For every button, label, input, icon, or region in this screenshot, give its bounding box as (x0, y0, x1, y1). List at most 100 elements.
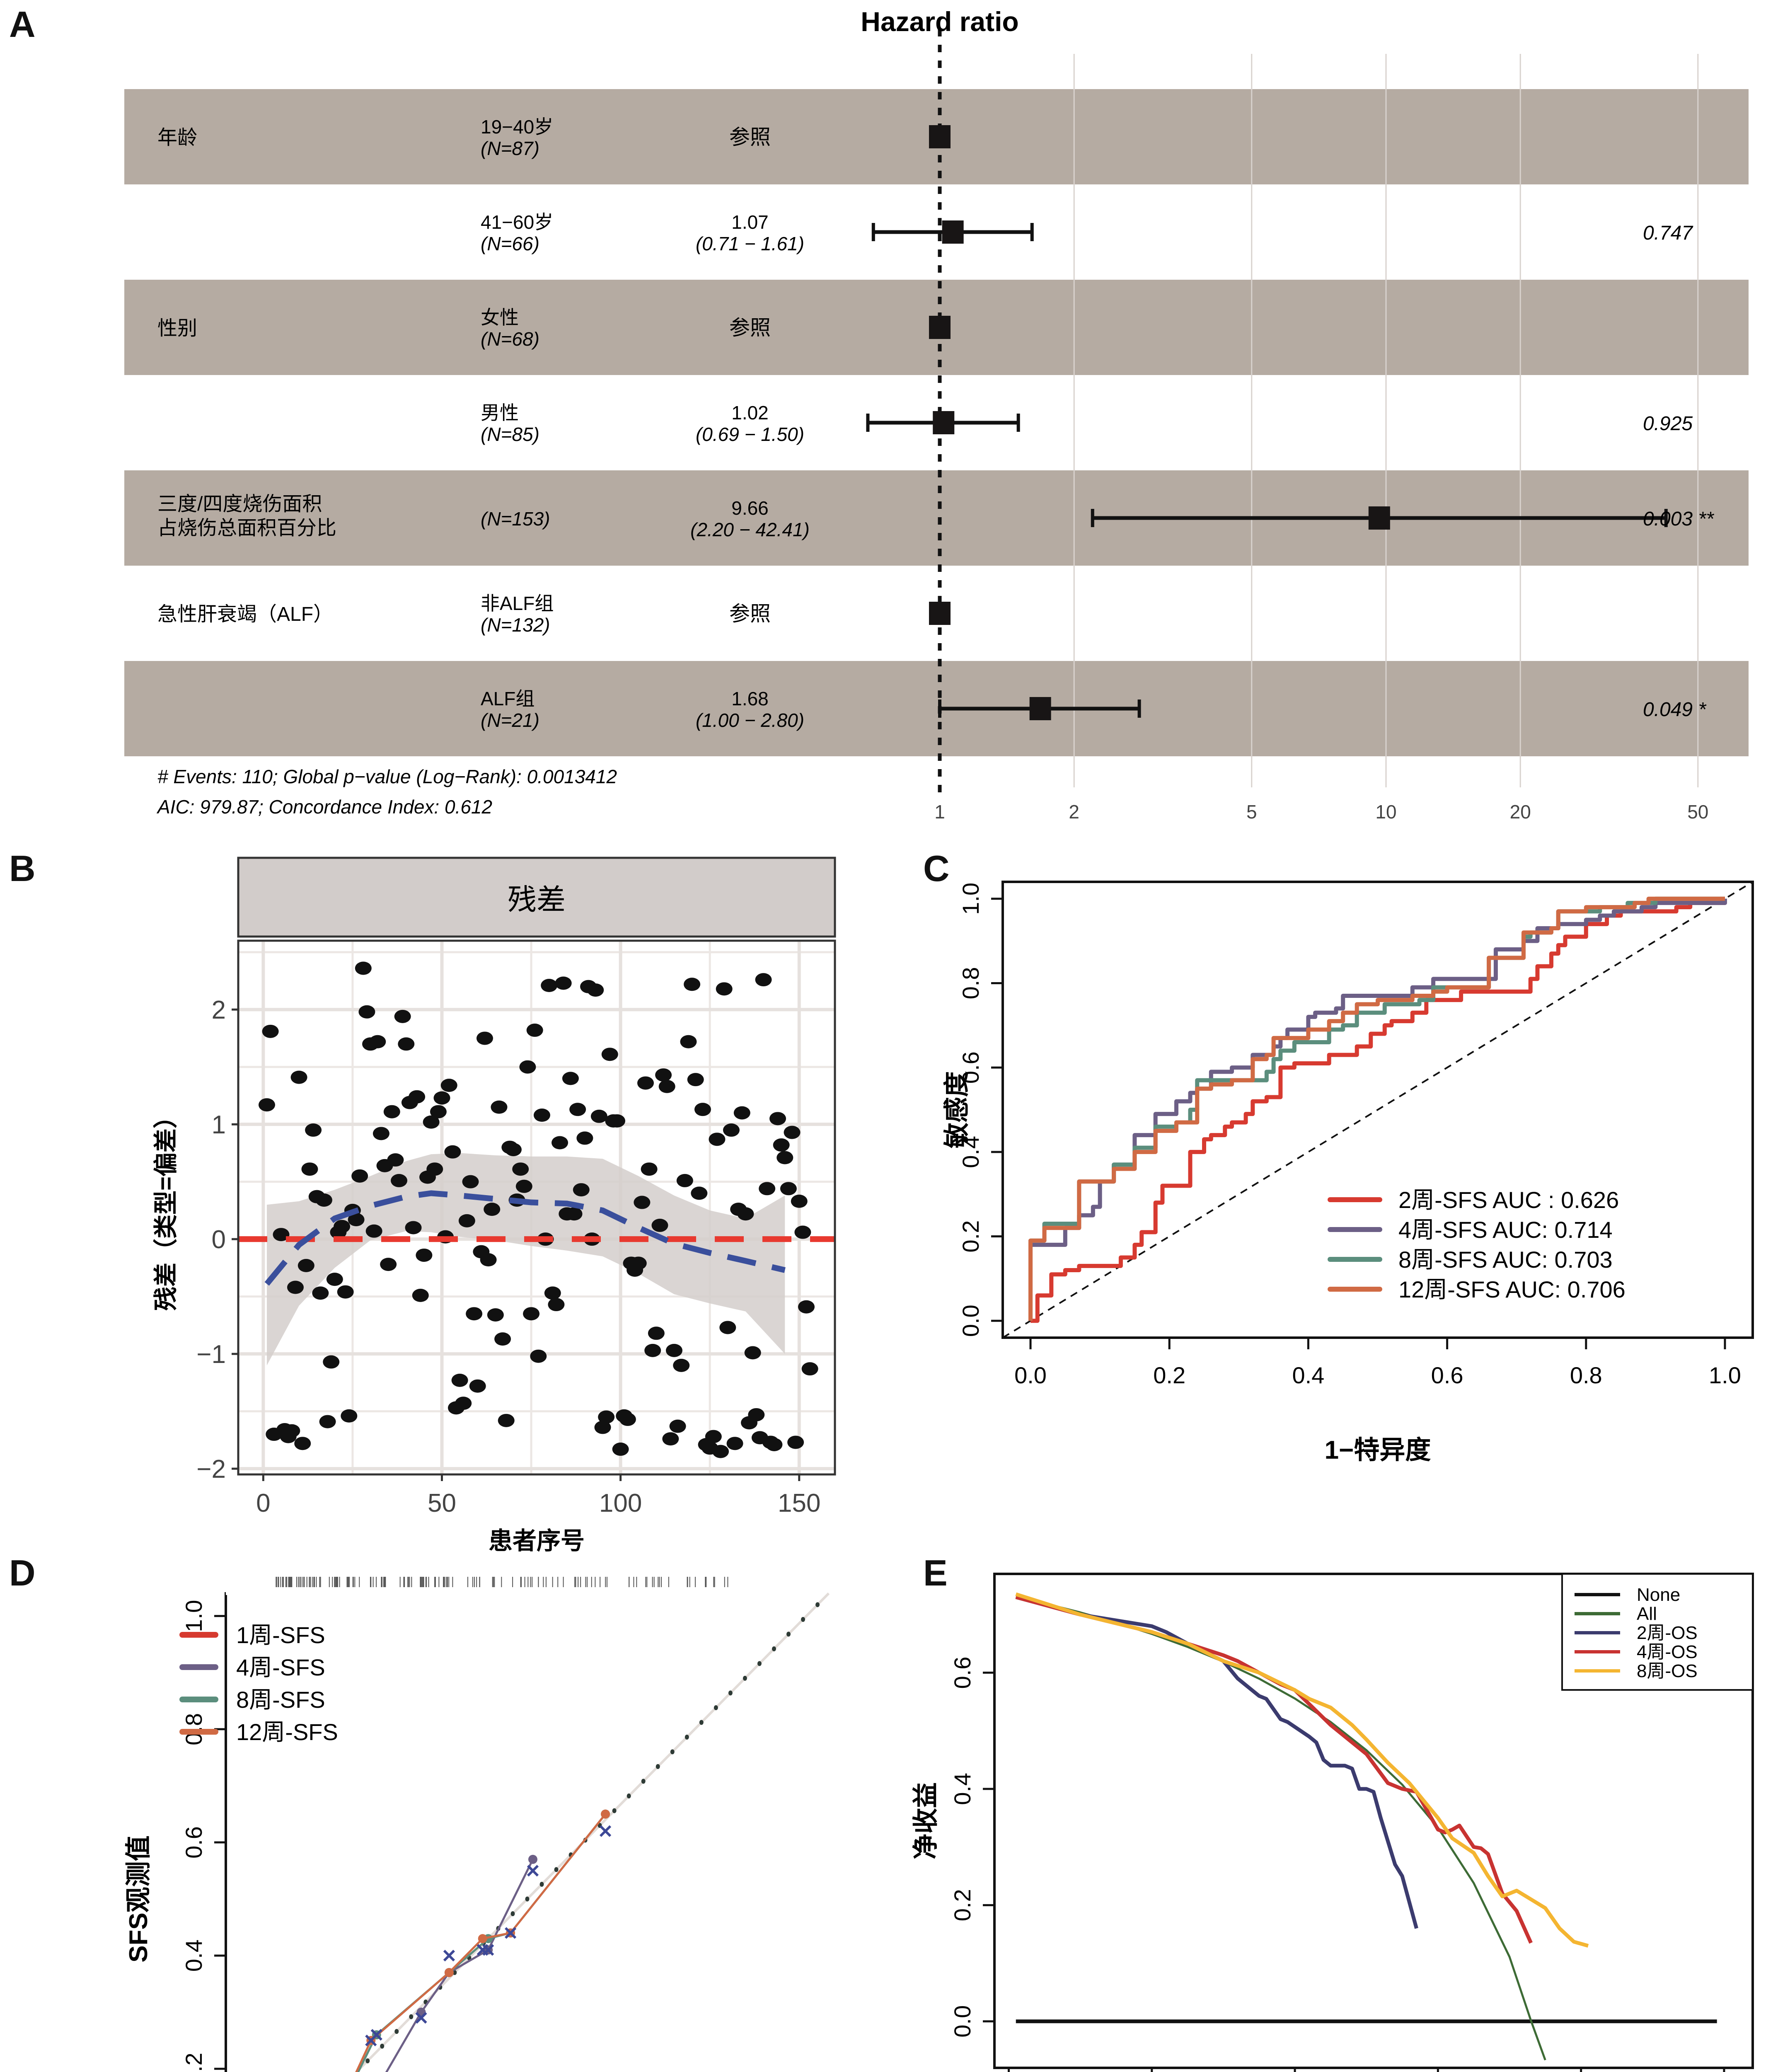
forest-hr-marker (929, 602, 951, 625)
residual-point (430, 1105, 447, 1118)
forest-hr-marker (933, 411, 955, 434)
ideal-dot (656, 1764, 660, 1769)
y-axis-title: 敏感度 (943, 1071, 971, 1148)
residual-point (326, 1273, 343, 1286)
residual-point (334, 1220, 351, 1233)
confidence-band (266, 1153, 785, 1365)
legend-label: 12周-SFS (236, 1719, 338, 1745)
residual-point (398, 1037, 415, 1051)
residual-point (566, 1207, 583, 1221)
residual-point (258, 1098, 275, 1112)
dca-curve-all-1 (1016, 1595, 1546, 2061)
forest-hr-value: 1.68 (731, 688, 769, 709)
residual-point (562, 1072, 579, 1085)
calibration-line-2 (385, 1859, 534, 2072)
residual-point (476, 1031, 493, 1045)
residual-point (723, 1123, 740, 1137)
x-axis-title: 患者序号 (489, 1527, 585, 1554)
xtick-label: 0.4 (1292, 1362, 1324, 1388)
residual-point (458, 1214, 475, 1227)
forest-n-label: (N=87) (481, 138, 539, 159)
residual-point (423, 1115, 440, 1129)
forest-p-value: 0.003 ** (1643, 508, 1714, 530)
residual-point (365, 1224, 382, 1238)
residual-point (548, 1298, 565, 1312)
residual-point (433, 1091, 450, 1105)
residual-point (541, 979, 558, 992)
plot-frame (1001, 881, 1754, 1339)
calibration-point (478, 1934, 487, 1944)
dca-curve-8os-4 (1015, 1592, 1589, 1948)
residual-point (555, 976, 572, 990)
forest-hr-marker (1368, 506, 1390, 530)
forest-level-label: 非ALF组 (481, 593, 554, 614)
ideal-dot (801, 1617, 806, 1622)
legend-label: All (1637, 1604, 1657, 1624)
residual-point (455, 1397, 472, 1410)
legend-label: 4周-SFS (236, 1654, 325, 1680)
residual-point (658, 1080, 675, 1093)
panel-label-d: D (9, 1552, 36, 1593)
residual-point (676, 1174, 693, 1187)
forest-variable-label: 占烧伤总面积百分比 (157, 517, 336, 539)
residual-point (426, 1162, 443, 1176)
ytick-label: 0.0 (949, 2005, 975, 2038)
forest-plot: Hazard ratio 年龄 19−40岁(N=87) 参照 41−60岁(N=66)… (124, 6, 1749, 823)
residual-point (512, 1162, 529, 1176)
residual-point (533, 1109, 550, 1122)
xtick-label: 50 (428, 1489, 456, 1518)
corrected-x-marker (482, 1944, 494, 1956)
ideal-dot (394, 2029, 399, 2034)
calibration-plot: 0.00.20.40.60.81.00.00.20.40.60.81.0SFS（… (124, 1577, 830, 2072)
residual-point (737, 1207, 754, 1221)
forest-reference-label: 参照 (729, 602, 771, 625)
forest-variable-label: 性别 (157, 317, 197, 339)
ytick-label: 0.6 (949, 1656, 975, 1689)
forest-hr-value: 1.07 (731, 211, 769, 233)
panel-label-e: E (923, 1552, 948, 1593)
forest-level-label: 19−40岁 (481, 116, 553, 138)
legend-label: 12周-SFS AUC: 0.706 (1398, 1276, 1626, 1302)
legend-label: 4周-SFS AUC: 0.714 (1398, 1217, 1613, 1243)
forest-p-value: 0.049 * (1643, 699, 1706, 721)
xtick-label: 1.0 (1709, 1362, 1741, 1388)
ideal-dot (670, 1749, 675, 1755)
forest-p-value: 0.747 (1643, 222, 1693, 244)
residual-point (487, 1308, 504, 1322)
residual-point (791, 1194, 808, 1208)
forest-hr-marker (929, 316, 951, 339)
residual-point (462, 1175, 479, 1188)
ideal-dot (641, 1779, 646, 1784)
ytick-label: 1.0 (958, 883, 984, 915)
corrected-x-marker (415, 2012, 427, 2024)
forest-variable-label: 年龄 (157, 127, 197, 149)
panel-label-a: A (9, 4, 36, 45)
residual-point (569, 1103, 586, 1116)
residual-point (498, 1414, 515, 1427)
ytick-label: 0.4 (958, 1136, 984, 1168)
residual-point (494, 1332, 511, 1346)
y-axis-title: SFS观测值 (124, 1835, 153, 1963)
forest-level-label: 男性 (481, 402, 519, 424)
ideal-dot (772, 1646, 776, 1651)
residual-point (544, 1286, 561, 1300)
strip-background (237, 857, 836, 938)
residual-point (319, 1415, 336, 1428)
plot-frame (237, 939, 836, 1476)
residual-point (709, 1133, 726, 1146)
ideal-dot (510, 1911, 515, 1917)
residual-point (787, 1435, 804, 1449)
residual-point (552, 1136, 568, 1150)
residual-point (290, 1070, 307, 1084)
forest-level-label: 41−60岁 (481, 211, 553, 233)
residual-point (733, 1106, 750, 1120)
residual-point (726, 1437, 743, 1450)
x-axis-title: 1−特异度 (1325, 1436, 1431, 1464)
residual-point (609, 1114, 626, 1128)
y-axis-title: 净收益 (912, 1782, 940, 1859)
legend-label: 2周-SFS AUC : 0.626 (1398, 1187, 1619, 1213)
residual-point (380, 1258, 397, 1271)
chance-diagonal (1002, 881, 1754, 1339)
residual-point (262, 1024, 279, 1038)
forest-hr-value: 1.02 (731, 402, 769, 424)
